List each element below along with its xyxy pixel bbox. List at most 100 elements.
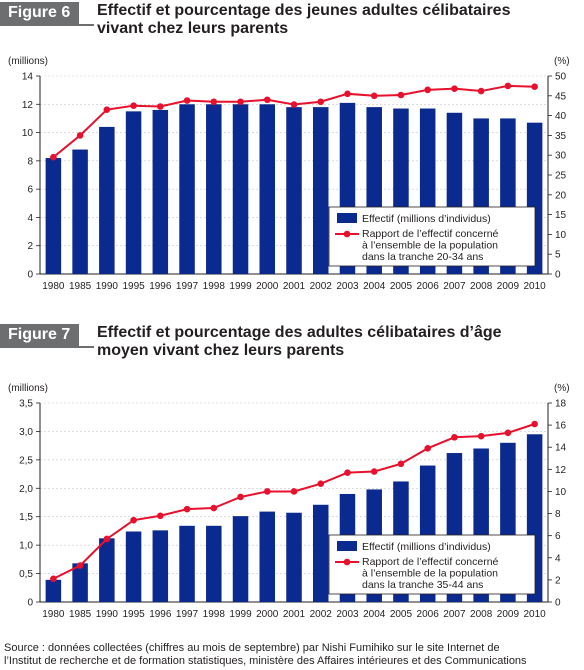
line-point [157, 103, 164, 110]
line-point [237, 493, 244, 501]
left-axis-unit: (millions) [8, 56, 48, 67]
x-axis-tick-label: 1995 [122, 281, 145, 292]
right-axis-tick-label: 14 [555, 443, 567, 454]
right-axis-tick-label: 15 [555, 210, 567, 221]
x-axis-tick-label: 1999 [229, 609, 252, 620]
x-axis-tick-label: 1997 [176, 609, 199, 620]
line-point [290, 488, 298, 495]
line-point [50, 153, 57, 161]
bar [125, 111, 142, 274]
line-point [531, 83, 538, 90]
right-axis-tick-label: 8 [555, 509, 561, 520]
left-axis-tick-label: 8 [27, 156, 33, 167]
figure-tag: Figure 6 [0, 2, 85, 24]
x-axis-tick-label: 1999 [229, 281, 252, 292]
legend-bar-swatch [337, 213, 357, 223]
right-axis-tick-label: 6 [555, 531, 561, 542]
x-axis-tick-label: 1980 [42, 609, 65, 620]
figure-header: Figure 6 Effectif et pourcentage des jeu… [0, 0, 584, 42]
legend-label-line: à l’ensemble de la population [362, 240, 498, 252]
line-point [344, 469, 351, 476]
right-axis-tick-label: 50 [555, 72, 567, 83]
line-point [370, 92, 378, 100]
bar [312, 107, 329, 274]
x-axis-tick-label: 1998 [203, 609, 226, 620]
x-axis-tick-label: 2000 [256, 281, 279, 292]
x-axis-tick-label: 2004 [363, 281, 386, 292]
x-axis-tick-label: 2002 [310, 609, 333, 620]
x-axis-tick-label: 1996 [149, 609, 172, 620]
line-point [210, 504, 218, 512]
source-line: Source : données collectées (chiffres au… [4, 642, 500, 654]
line-point [504, 82, 512, 90]
line-point [290, 101, 298, 108]
figure-6: Figure 6 Effectif et pourcentage des jeu… [0, 0, 584, 310]
line-point [451, 85, 458, 92]
x-axis-tick-label: 2009 [497, 281, 520, 292]
line-point [477, 87, 485, 95]
figure-tag-underline [0, 346, 94, 348]
x-axis-tick-label: 2001 [283, 281, 306, 292]
bar [286, 512, 302, 602]
legend-bar-swatch [337, 541, 357, 551]
line-point [477, 432, 485, 440]
x-axis-tick-label: 1990 [96, 281, 119, 292]
legend-line-marker [343, 558, 351, 566]
x-axis-tick-label: 1990 [96, 609, 119, 620]
line-point [397, 91, 405, 99]
right-axis-tick-label: 10 [555, 487, 567, 498]
x-axis-tick-label: 2006 [417, 609, 440, 620]
x-axis-tick-label: 2004 [363, 609, 386, 620]
line-point [210, 98, 218, 106]
x-axis-tick-label: 1980 [42, 281, 65, 292]
x-axis-tick-label: 2008 [470, 609, 493, 620]
line-point [344, 90, 351, 98]
bar [99, 538, 115, 602]
left-axis-tick-label: 1,0 [19, 541, 33, 552]
legend-label-bars: Effectif (millions d’individus) [362, 541, 491, 553]
line-point [76, 132, 84, 139]
x-axis-tick-label: 2010 [524, 281, 547, 292]
bar [232, 104, 249, 275]
x-axis-tick-label: 2003 [336, 609, 359, 620]
left-axis-tick-label: 0 [27, 270, 33, 281]
line-point [424, 86, 431, 94]
legend-box [328, 534, 536, 595]
x-axis-tick-label: 1985 [69, 609, 92, 620]
left-axis-tick-label: 2,5 [19, 455, 33, 466]
right-axis-tick-label: 4 [555, 553, 561, 564]
line-point [397, 460, 405, 468]
x-axis-tick-label: 1997 [176, 281, 199, 292]
x-axis-tick-label: 2008 [470, 281, 493, 292]
chart-figure-7: (millions) (%) 0 0,5 1,0 1,5 2,0 2,5 3,0 3,5 0 2 4 6 8… [8, 383, 570, 620]
left-axis-tick-label: 4 [27, 213, 33, 224]
bar [45, 158, 62, 274]
left-axis-tick-label: 1,5 [19, 512, 33, 523]
x-axis-tick-label: 1998 [203, 281, 226, 292]
left-axis-tick-label: 2,0 [19, 484, 33, 495]
line-point [130, 102, 137, 109]
right-axis-tick-label: 12 [555, 465, 567, 476]
legend-label-bars: Effectif (millions d’individus) [362, 213, 491, 225]
right-axis-tick-label: 2 [555, 575, 561, 586]
legend-label-line: Rapport de l’effectif concerné [362, 228, 499, 240]
x-axis-tick-label: 2005 [390, 281, 413, 292]
source-note: Source : données collectées (chiffres au… [4, 642, 584, 668]
line-point [424, 445, 431, 452]
bar [286, 107, 302, 274]
left-axis-tick-label: 3,0 [19, 427, 33, 438]
line-point [317, 98, 325, 106]
bar [259, 511, 276, 602]
x-axis-tick-label: 1985 [69, 281, 92, 292]
bar [179, 525, 195, 602]
right-axis-tick-label: 18 [555, 399, 567, 410]
figure-tag-underline [0, 24, 94, 26]
left-axis-tick-label: 3,5 [19, 399, 33, 410]
legend-box [328, 206, 536, 267]
figure-title-line: vivant chez leurs parents [97, 20, 289, 37]
line-point [237, 98, 244, 106]
bar [72, 563, 88, 602]
right-axis-tick-label: 30 [555, 151, 567, 162]
bar [152, 530, 169, 602]
x-axis-tick-label: 2000 [256, 609, 279, 620]
